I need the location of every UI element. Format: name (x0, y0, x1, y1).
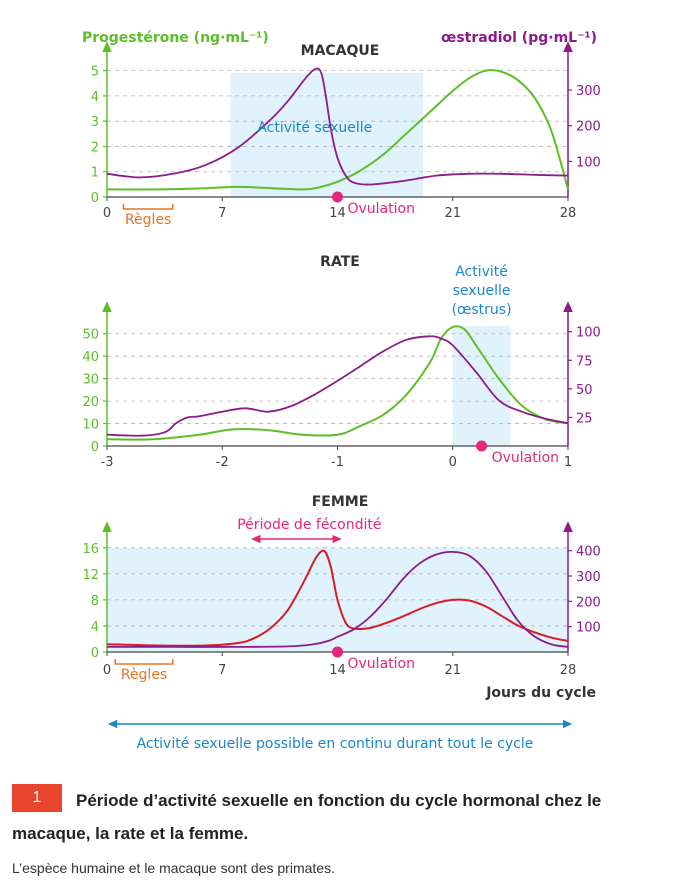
right-axis-title: œstradiol (pg·mL⁻¹) (441, 30, 597, 46)
x-axis-title: Jours du cycle (485, 685, 596, 701)
x-tick-label: 14 (329, 206, 346, 221)
estradiol-line (106, 335, 569, 437)
activity-label: Activité sexuelle (257, 120, 372, 136)
x-tick-label: -2 (216, 455, 229, 470)
activity-label-line: Activité (455, 264, 508, 280)
ovulation-label: Ovulation (348, 656, 415, 672)
panel-title: MACAQUE (301, 43, 380, 59)
caption-note: L’espèce humaine et le macaque sont des … (12, 860, 335, 876)
right-tick-label: 25 (576, 411, 593, 426)
panel-macaque: 0 1 2 3 4 5 100 200 300 0 7 14 21 28 MACAQUE Activité s… (91, 41, 601, 228)
activity-label-line: (œstrus) (452, 302, 512, 318)
left-tick-label: 4 (91, 620, 99, 635)
regles-bracket (114, 659, 174, 665)
left-tick-label: 1 (91, 166, 99, 181)
right-tick-label: 300 (576, 570, 601, 585)
left-tick-label: 0 (91, 191, 99, 206)
fecondite-label: Période de fécondité (237, 517, 381, 533)
caption-number-badge: 1 (12, 784, 62, 812)
panel-rate: 0 10 20 30 40 50 25 50 75 100 -3 -2 -1 0 1 RATE Activité… (82, 254, 600, 470)
progesterone-line (106, 69, 569, 191)
left-tick-label: 50 (82, 328, 99, 343)
estradiol-line (107, 550, 569, 648)
ovulation-label: Ovulation (492, 450, 559, 466)
right-tick-label: 200 (576, 120, 601, 135)
left-axis-title: Progestérone (ng·mL⁻¹) (82, 30, 269, 46)
ovulation-dot (332, 646, 343, 658)
x-tick-label: 28 (560, 663, 577, 678)
left-tick-label: 10 (82, 418, 99, 433)
activity-shaded-region (452, 326, 511, 446)
panel-femme: 0 4 8 12 16 100 200 300 400 0 7 14 21 28 FEMME Ovulatio… (82, 494, 600, 752)
activity-label-line: sexuelle (453, 283, 511, 299)
x-tick-label: 21 (444, 663, 461, 678)
x-tick-label: 0 (103, 206, 111, 221)
regles-label: Règles (125, 212, 171, 228)
right-tick-label: 75 (576, 354, 593, 369)
right-tick-label: 50 (576, 383, 593, 398)
x-tick-label: 0 (103, 663, 111, 678)
right-tick-label: 300 (576, 84, 601, 99)
left-tick-label: 8 (91, 594, 99, 609)
figure-caption: 1 Période d’activité sexuelle en fonction… (12, 784, 652, 850)
left-tick-label: 3 (91, 115, 99, 130)
x-tick-label: 28 (560, 206, 577, 221)
regles-bracket (122, 204, 174, 210)
x-tick-label: -1 (331, 455, 344, 470)
ovulation-dot (476, 440, 488, 452)
right-tick-label: 100 (576, 621, 601, 636)
progesterone-line (106, 325, 569, 441)
x-tick-label: 0 (449, 455, 457, 470)
continuous-activity-label: Activité sexuelle possible en continu du… (137, 736, 534, 752)
regles-label: Règles (121, 667, 167, 683)
x-tick-label: 21 (444, 206, 461, 221)
right-tick-label: 400 (576, 545, 601, 560)
x-tick-label: 14 (329, 663, 346, 678)
x-tick-label: 1 (564, 455, 572, 470)
x-tick-label: -3 (101, 455, 114, 470)
ovulation-dot (332, 191, 343, 203)
panel-title: RATE (320, 254, 360, 270)
x-tick-label: 7 (218, 206, 226, 221)
left-tick-label: 0 (91, 440, 99, 455)
right-tick-label: 100 (576, 155, 601, 170)
estradiol-line (106, 67, 569, 186)
right-tick-label: 100 (576, 326, 601, 341)
left-tick-label: 16 (82, 542, 99, 557)
activity-shaded-region (230, 73, 424, 197)
left-tick-label: 2 (91, 140, 99, 155)
left-tick-label: 12 (82, 568, 99, 583)
x-tick-label: 7 (218, 663, 226, 678)
caption-title: Période d’activité sexuelle en fonction … (12, 791, 602, 843)
left-tick-label: 40 (82, 350, 99, 365)
ovulation-label: Ovulation (348, 201, 415, 217)
hormonal-cycle-figure: Progestérone (ng·mL⁻¹) œstradiol (pg·mL⁻… (82, 30, 601, 752)
left-tick-label: 0 (91, 646, 99, 661)
right-tick-label: 200 (576, 595, 601, 610)
left-tick-label: 20 (82, 395, 99, 410)
left-tick-label: 5 (91, 65, 99, 80)
left-tick-label: 4 (91, 90, 99, 105)
panel-title: FEMME (312, 494, 369, 510)
left-tick-label: 30 (82, 373, 99, 388)
